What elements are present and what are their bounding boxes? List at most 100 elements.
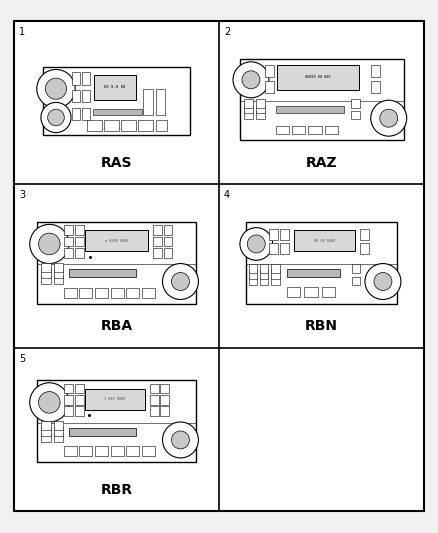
Bar (68, 427, 136, 436)
Circle shape (39, 392, 60, 413)
Bar (321, 287, 335, 297)
Bar (85, 389, 145, 410)
Bar (75, 395, 84, 405)
Circle shape (39, 233, 60, 255)
Bar (308, 126, 321, 134)
Circle shape (171, 431, 190, 449)
Bar (104, 120, 119, 131)
Bar (265, 82, 274, 93)
Bar (42, 67, 190, 135)
Bar (246, 222, 397, 304)
Circle shape (48, 109, 64, 126)
Bar (360, 243, 369, 254)
Bar (142, 288, 155, 298)
Text: 88 8.8 88: 88 8.8 88 (104, 85, 126, 90)
Bar (75, 237, 84, 246)
Circle shape (162, 263, 198, 300)
Bar (95, 447, 108, 456)
Circle shape (233, 62, 269, 98)
Bar (240, 59, 403, 140)
Bar (36, 381, 197, 462)
Circle shape (380, 109, 398, 127)
Bar (153, 248, 162, 258)
Bar (277, 65, 359, 90)
Bar (280, 243, 289, 254)
Text: RAZ: RAZ (306, 156, 337, 170)
Bar (360, 229, 369, 240)
Circle shape (41, 102, 71, 133)
Circle shape (247, 235, 265, 253)
Bar (64, 407, 73, 416)
Bar (79, 447, 92, 456)
Bar (244, 99, 254, 108)
Bar (41, 269, 51, 278)
Bar (164, 237, 173, 246)
Bar (142, 447, 155, 456)
Bar (64, 225, 73, 235)
Text: 5: 5 (19, 354, 25, 364)
Bar (75, 225, 84, 235)
Bar (256, 99, 265, 108)
Bar (82, 108, 90, 120)
Bar (79, 288, 92, 298)
Bar (352, 264, 360, 272)
Text: RBA: RBA (100, 319, 133, 334)
Text: 4: 4 (224, 190, 230, 200)
Bar (64, 395, 73, 405)
Bar (68, 269, 136, 278)
Bar (160, 407, 169, 416)
Bar (121, 120, 136, 131)
Text: 3: 3 (19, 190, 25, 200)
Bar (75, 407, 84, 416)
Bar (94, 75, 136, 100)
Text: RAS: RAS (101, 156, 132, 170)
Bar (153, 237, 162, 246)
Circle shape (365, 263, 401, 300)
Circle shape (30, 224, 69, 263)
Circle shape (374, 272, 392, 290)
Bar (54, 427, 64, 437)
Bar (41, 421, 51, 430)
Text: 2: 2 (224, 27, 230, 37)
Circle shape (171, 272, 190, 290)
Bar (64, 384, 73, 393)
Bar (85, 230, 148, 251)
Circle shape (46, 78, 67, 99)
Bar (286, 287, 300, 297)
Bar (371, 82, 380, 93)
Bar (269, 243, 278, 254)
Bar (272, 270, 280, 279)
Bar (111, 447, 124, 456)
Bar (164, 225, 173, 235)
Circle shape (30, 383, 69, 422)
Text: RBN: RBN (305, 319, 338, 334)
Text: 88 88 8888: 88 88 8888 (314, 239, 335, 243)
Bar (160, 395, 169, 405)
Text: a 8888 8888: a 8888 8888 (105, 239, 128, 243)
Bar (82, 90, 90, 102)
Bar (352, 277, 360, 285)
Bar (150, 407, 159, 416)
Bar (256, 105, 265, 114)
Bar (256, 111, 265, 119)
Bar (41, 275, 51, 284)
Bar (138, 120, 153, 131)
Text: 1: 1 (19, 27, 25, 37)
Bar (260, 277, 268, 285)
Bar (111, 288, 124, 298)
Bar (36, 222, 197, 304)
Bar (272, 264, 280, 272)
Bar (54, 269, 64, 278)
Circle shape (37, 69, 75, 108)
Bar (93, 109, 141, 115)
Bar (72, 108, 80, 120)
Bar (269, 229, 278, 240)
Bar (249, 270, 257, 279)
Bar (72, 72, 80, 85)
Bar (260, 264, 268, 272)
Bar (75, 248, 84, 258)
Bar (64, 288, 77, 298)
Bar (351, 99, 360, 108)
Text: 1 888 8888: 1 888 8888 (104, 397, 126, 401)
Circle shape (162, 422, 198, 458)
